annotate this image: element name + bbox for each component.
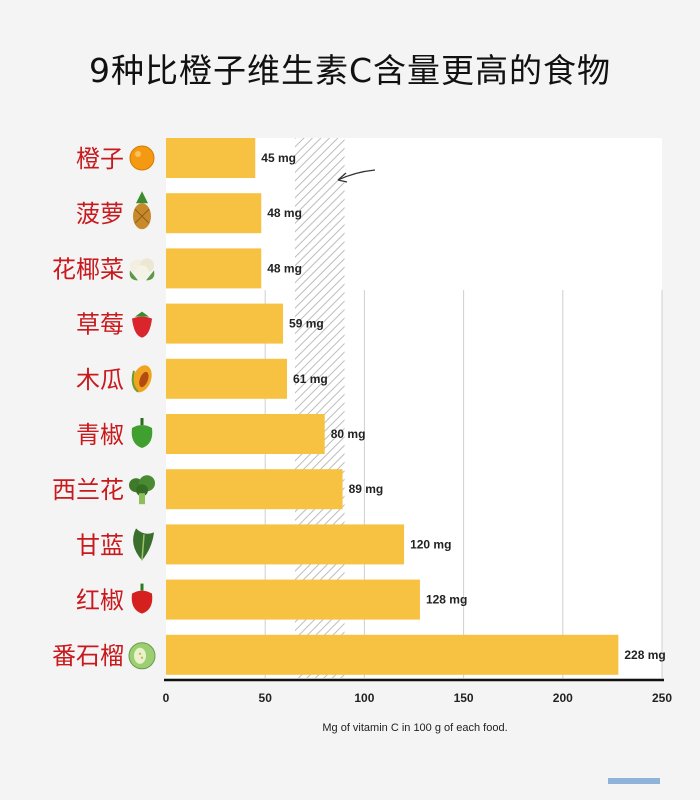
broccoli-icon bbox=[129, 475, 155, 505]
bar bbox=[166, 414, 325, 454]
value-label: 61 mg bbox=[293, 372, 328, 386]
chart-title: 9种比橙子维生素C含量更高的食物 bbox=[88, 51, 612, 90]
guava-icon bbox=[128, 642, 156, 670]
category-label: 菠萝 bbox=[76, 200, 124, 228]
category-label: 番石榴 bbox=[52, 642, 124, 670]
cauliflower-icon bbox=[129, 258, 155, 281]
bar bbox=[166, 358, 288, 399]
bar bbox=[166, 248, 262, 289]
papaya-icon bbox=[131, 365, 152, 393]
category-label: 西兰花 bbox=[52, 476, 124, 504]
value-label: 45 mg bbox=[261, 151, 296, 165]
annotation-arrow bbox=[337, 169, 376, 181]
x-tick-label: 250 bbox=[652, 691, 672, 705]
watermark bbox=[608, 778, 660, 784]
category-label: 橙子 bbox=[76, 145, 124, 173]
category-label: 青椒 bbox=[76, 421, 124, 449]
bar bbox=[166, 303, 284, 344]
value-label: 89 mg bbox=[349, 482, 384, 496]
annotation-arrowhead bbox=[337, 172, 348, 183]
category-label: 草莓 bbox=[76, 311, 124, 339]
orange-icon bbox=[129, 145, 155, 171]
bar bbox=[166, 634, 619, 675]
x-tick-label: 200 bbox=[553, 691, 573, 705]
bar bbox=[166, 579, 420, 620]
bar bbox=[166, 138, 256, 178]
category-label: 花椰菜 bbox=[52, 255, 124, 283]
category-label: 甘蓝 bbox=[76, 531, 124, 559]
value-label: 120 mg bbox=[410, 537, 451, 551]
kale-icon bbox=[133, 528, 154, 561]
value-label: 80 mg bbox=[331, 427, 366, 441]
bar bbox=[166, 469, 343, 510]
category-label: 红椒 bbox=[76, 587, 124, 615]
bar bbox=[166, 524, 405, 565]
value-label: 128 mg bbox=[426, 593, 467, 607]
value-label: 228 mg bbox=[624, 648, 665, 662]
x-tick-label: 150 bbox=[454, 691, 474, 705]
pineapple-icon bbox=[133, 191, 151, 230]
strawberry-icon bbox=[132, 311, 152, 338]
value-label: 48 mg bbox=[267, 206, 302, 220]
category-label: 木瓜 bbox=[76, 366, 124, 394]
x-tick-label: 50 bbox=[259, 691, 273, 705]
x-tick-label: 100 bbox=[354, 691, 374, 705]
bar bbox=[166, 193, 262, 234]
value-label: 59 mg bbox=[289, 317, 324, 331]
red-pepper-icon bbox=[131, 583, 153, 614]
green-pepper-icon bbox=[131, 418, 153, 448]
x-tick-label: 0 bbox=[163, 691, 170, 705]
x-axis-caption: Mg of vitamin C in 100 g of each food. bbox=[322, 722, 508, 734]
value-label: 48 mg bbox=[267, 261, 302, 275]
